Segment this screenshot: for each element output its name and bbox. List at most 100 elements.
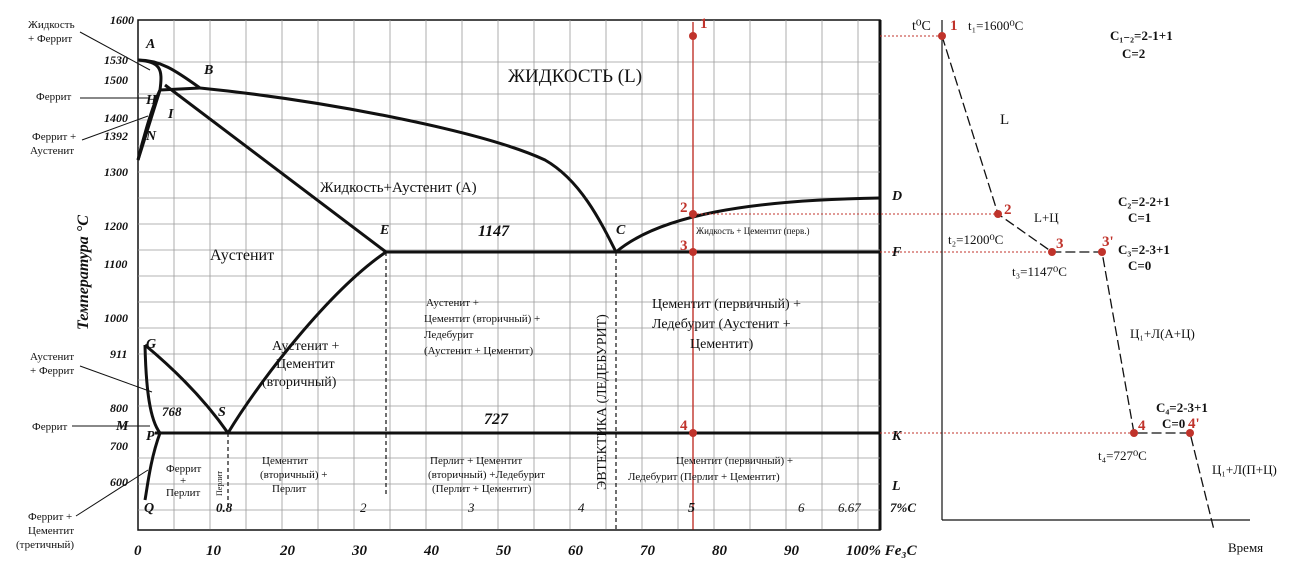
cc-point-3: 3 [1056, 236, 1064, 252]
region-aus-ledeb-4: (Аустенит + Цементит) [424, 345, 533, 357]
region-aus-cem-2: Цементит [276, 357, 335, 372]
marker-dot-3 [689, 248, 697, 256]
point-S: S [218, 405, 226, 420]
region-aus-ledeb-3: Ледебурит [424, 329, 474, 341]
y-tick-1530: 1530 [104, 53, 128, 67]
side-ferrite-austenite-2: Аустенит [30, 145, 74, 157]
y-tick-1500: 1500 [104, 73, 128, 87]
x-axis-percent: 0 10 20 30 40 50 60 70 80 90 100% Fe₃C [134, 543, 918, 559]
region-cem-pearlite-1: Цементит [262, 455, 308, 467]
marker-1: 1 [700, 16, 708, 32]
y-tick-700: 700 [110, 439, 128, 453]
region-liquid-cementite: Жидкость + Цементит (перв.) [696, 226, 809, 236]
y-tick-1300: 1300 [104, 165, 128, 179]
x-pct-100: 100% Fe₃C [846, 543, 918, 559]
point-G: G [146, 337, 156, 352]
solidus-JE [164, 83, 387, 254]
y-tick-911: 911 [110, 347, 127, 361]
x-pct-90: 90 [784, 543, 800, 559]
y-tick-1000: 1000 [104, 311, 128, 325]
cc-point-1: 1 [950, 18, 958, 34]
line-NJ [136, 89, 162, 161]
point-K: K [891, 429, 903, 444]
acm-line-SE [226, 250, 387, 434]
x-carbon-6: 6 [798, 500, 805, 515]
side-ferrite-austenite-1: Феррит + [32, 131, 76, 143]
point-F: F [891, 245, 902, 260]
cc-temp-1: t₁=1600⁰С [968, 18, 1023, 33]
x-carbon-3: 3 [467, 500, 475, 515]
point-N: N [145, 129, 157, 144]
side-liquid-ferrite-2: + Феррит [28, 33, 72, 45]
value-1147: 1147 [478, 223, 510, 240]
marker-2: 2 [680, 200, 688, 216]
phase-lines [136, 58, 881, 530]
line-GP [143, 344, 162, 434]
x-pct-30: 30 [351, 543, 368, 559]
region-cem-ledeb-3: Цементит) [690, 337, 754, 352]
marker-4: 4 [680, 418, 688, 434]
y-tick-1392: 1392 [104, 129, 128, 143]
side-labels: Жидкость + Феррит Феррит Феррит + Аустен… [16, 19, 153, 551]
cc-seg-L: L [1000, 112, 1009, 128]
cc-dot-2 [994, 210, 1002, 218]
region-pearlite-ledeb-1: Перлит + Цементит [430, 455, 522, 467]
region-pearlite-ledeb-3: (Перлит + Цементит) [432, 483, 532, 495]
point-B: B [203, 63, 213, 78]
y-tick-1600: 1600 [110, 13, 134, 27]
x-pct-60: 60 [568, 543, 584, 559]
x-pct-70: 70 [640, 543, 656, 559]
region-cem-ledeb-low-2: Ледебурит (Перлит + Цементит) [628, 471, 780, 483]
side-ferrite-cementite-2: Цементит [28, 525, 74, 537]
phase-rule: С₁₋₂=2-1+1 С=2 С₂=2-2+1 С=1 С₃=2-3+1 С=0… [1110, 28, 1208, 431]
y-tick-1200: 1200 [104, 219, 128, 233]
y-axis-title: Температура °С [75, 215, 92, 330]
point-A: A [145, 37, 155, 52]
value-768: 768 [162, 404, 182, 419]
x-carbon-6-67: 6.67 [838, 500, 861, 515]
liquidus-ABC [137, 58, 618, 253]
cc-temp-4: t₄=727⁰С [1098, 448, 1147, 463]
region-liquid-austenite: Жидкость+Аустенит (А) [320, 180, 477, 196]
horizontal-grid [138, 61, 880, 511]
rule-4-v: С=0 [1162, 416, 1185, 431]
a3-line-GS [144, 343, 230, 434]
y-tick-1100: 1100 [104, 257, 127, 271]
cc-axis-y-label: t⁰С [912, 19, 931, 34]
y-tick-600: 600 [110, 475, 128, 489]
side-ferrite-cementite-1: Феррит + [28, 511, 72, 523]
liquidus-CD [615, 196, 881, 254]
region-ferrite-pearlite-2: + [180, 475, 186, 487]
cc-seg-LC: L+Ц [1034, 210, 1059, 225]
x-carbon-0-8: 0.8 [216, 500, 233, 515]
cc-dot-3 [1048, 248, 1056, 256]
cc-dot-4p [1186, 429, 1194, 437]
point-P: P [146, 429, 155, 444]
point-H: H [145, 93, 158, 108]
region-cem-ledeb-2: Ледебурит (Аустенит + [652, 317, 791, 332]
side-austenite-ferrite-2: + Феррит [30, 365, 74, 377]
region-aus-cem-1: Аустенит + [272, 339, 340, 354]
region-ferrite-pearlite-3: Перлит [166, 487, 201, 499]
cc-point-4p: 4' [1188, 416, 1200, 432]
x-pct-10: 10 [206, 543, 222, 559]
rule-3-v: С=0 [1128, 258, 1151, 273]
cc-seg-CL-PC: Ц₁+Л(П+Ц) [1212, 462, 1277, 477]
y-tick-1400: 1400 [104, 111, 128, 125]
x-axis-carbon: Q 0.8 2 3 4 5 6 6.67 7%С [138, 500, 916, 531]
region-cem-ledeb-low-1: Цементит (первичный) + [676, 455, 793, 467]
point-C: C [616, 223, 626, 238]
region-cem-pearlite-2: (вторичный) + [260, 469, 327, 481]
x-pct-80: 80 [712, 543, 728, 559]
rule-4-c: С₄=2-3+1 [1156, 400, 1208, 415]
region-pearlite-ledeb-2: (вторичный) +Ледебурит [428, 469, 545, 481]
cc-dot-4 [1130, 429, 1138, 437]
value-727: 727 [484, 411, 509, 428]
x-pct-0: 0 [134, 543, 142, 559]
side-austenite-ferrite-1: Аустенит [30, 351, 74, 363]
y-axis-ticks: 1600 1530 1500 1400 1392 1300 1200 1100 … [104, 13, 134, 489]
side-ferrite-cementite-3: (третичный) [16, 539, 74, 551]
marker-dot-4 [689, 429, 697, 437]
region-cem-pearlite-3: Перлит [272, 483, 307, 495]
